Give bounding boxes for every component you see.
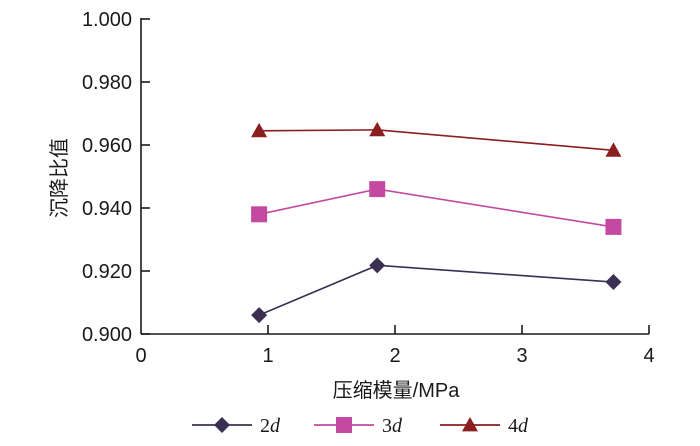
legend-item-4d: 4d: [440, 415, 529, 437]
x-axis-title: 压缩模量/MPa: [333, 379, 461, 402]
y-tick-label: 0.980: [82, 72, 132, 94]
legend-item-3d: 3d: [314, 415, 403, 437]
series-line-2d: [258, 264, 614, 316]
legend-marker-3d: [336, 417, 352, 433]
y-tick-label: 0.900: [82, 324, 132, 346]
x-tick-label: 0: [135, 345, 146, 367]
data-point-4d: [251, 122, 268, 138]
y-axis-title: 沉降比值: [48, 138, 71, 218]
legend-marker-4d: [462, 417, 478, 432]
legend-marker-2d: [214, 417, 230, 433]
series-line-4d: [259, 129, 614, 152]
legend: 2d 3d 4d: [192, 415, 529, 437]
series-4d: [251, 121, 622, 157]
plot-area: [251, 121, 622, 324]
series-3d: [251, 181, 622, 235]
x-tick-label: 4: [643, 345, 654, 367]
data-point-3d: [605, 218, 622, 235]
y-tick-label: 0.920: [82, 261, 132, 283]
y-tick-label: 0.960: [82, 135, 132, 157]
data-point-2d: [605, 274, 622, 291]
series-2d: [251, 257, 622, 324]
data-point-2d: [251, 307, 268, 324]
data-point-3d: [251, 206, 268, 223]
data-point-4d: [605, 142, 622, 157]
data-point-2d: [369, 257, 386, 274]
x-tick-label: 1: [262, 345, 273, 367]
data-point-4d: [369, 121, 386, 137]
x-tick-label: 2: [389, 345, 400, 367]
ticks: 0.900 0.920 0.940 0.960 0.980 1.000 0 1 2 3 4: [82, 9, 655, 367]
axes: [140, 18, 649, 335]
legend-item-2d: 2d: [192, 415, 281, 437]
y-tick-label: 1.000: [82, 9, 132, 31]
legend-label-2d: 2d: [260, 415, 281, 437]
legend-label-4d: 4d: [508, 415, 529, 437]
data-point-3d: [369, 181, 386, 198]
x-tick-label: 3: [516, 345, 527, 367]
series-line-3d: [258, 188, 614, 228]
legend-label-3d: 3d: [382, 415, 403, 437]
y-tick-label: 0.940: [82, 198, 132, 220]
